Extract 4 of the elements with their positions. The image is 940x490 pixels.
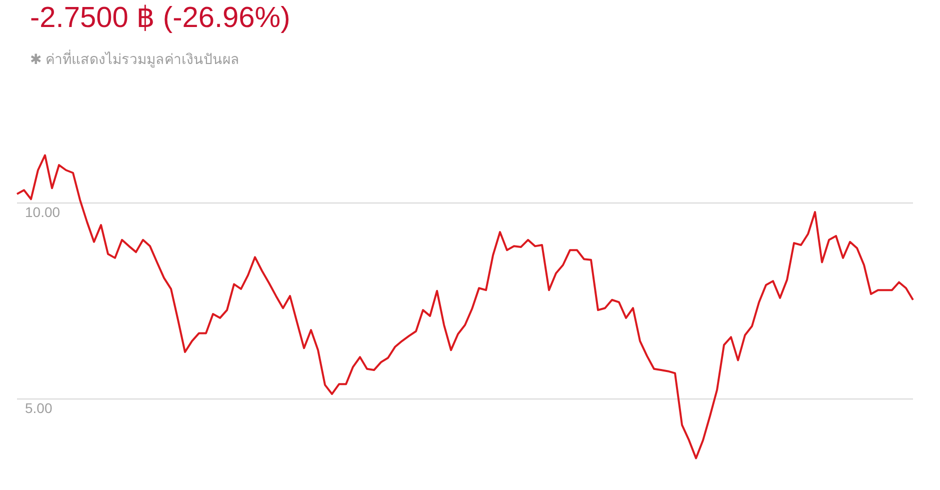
text: ✱ ค่าที่แสดงไม่รวมมูลค่าเงินปันผล xyxy=(30,48,240,70)
y-tick-label: 10.00 xyxy=(25,204,60,220)
y-tick-label: 5.00 xyxy=(25,400,52,416)
chart-title: -2.7500 ฿ (-26.96%) xyxy=(30,1,290,35)
